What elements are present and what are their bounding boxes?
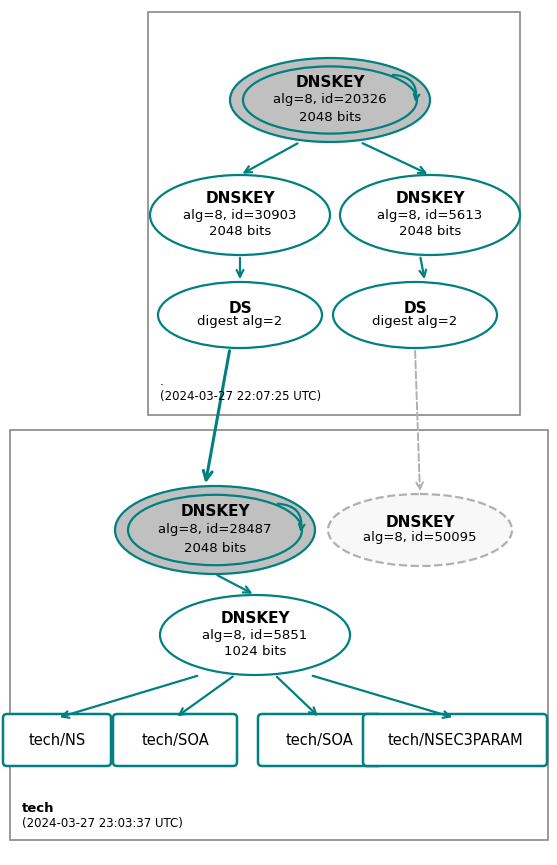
Text: (2024-03-27 23:03:37 UTC): (2024-03-27 23:03:37 UTC)	[22, 817, 183, 830]
FancyBboxPatch shape	[258, 714, 382, 766]
Text: tech/SOA: tech/SOA	[286, 733, 354, 747]
Text: digest alg=2: digest alg=2	[197, 316, 282, 329]
Ellipse shape	[115, 486, 315, 574]
Ellipse shape	[160, 595, 350, 675]
Ellipse shape	[333, 282, 497, 348]
Text: DNSKEY: DNSKEY	[395, 190, 465, 206]
Text: alg=8, id=20326: alg=8, id=20326	[273, 93, 387, 106]
Ellipse shape	[150, 175, 330, 255]
Text: tech: tech	[22, 802, 55, 815]
Text: alg=8, id=5613: alg=8, id=5613	[378, 208, 482, 221]
Text: .: .	[160, 375, 164, 388]
Ellipse shape	[328, 494, 512, 566]
Text: DNSKEY: DNSKEY	[205, 190, 275, 206]
Text: DS: DS	[228, 300, 252, 316]
Text: tech/NSEC3PARAM: tech/NSEC3PARAM	[387, 733, 523, 747]
FancyBboxPatch shape	[10, 430, 548, 840]
FancyBboxPatch shape	[148, 12, 520, 415]
Text: DNSKEY: DNSKEY	[295, 75, 365, 90]
Text: 2048 bits: 2048 bits	[184, 542, 246, 555]
Ellipse shape	[230, 58, 430, 142]
Text: alg=8, id=30903: alg=8, id=30903	[183, 208, 297, 221]
Text: 1024 bits: 1024 bits	[224, 645, 286, 658]
Text: digest alg=2: digest alg=2	[373, 316, 458, 329]
Text: DS: DS	[403, 300, 427, 316]
Text: 2048 bits: 2048 bits	[209, 225, 271, 238]
Text: DNSKEY: DNSKEY	[385, 515, 455, 530]
Text: alg=8, id=50095: alg=8, id=50095	[363, 531, 477, 544]
Text: 2048 bits: 2048 bits	[399, 225, 461, 238]
Text: tech/NS: tech/NS	[28, 733, 86, 747]
Ellipse shape	[340, 175, 520, 255]
Text: (2024-03-27 22:07:25 UTC): (2024-03-27 22:07:25 UTC)	[160, 390, 321, 403]
Text: 2048 bits: 2048 bits	[299, 111, 361, 125]
FancyBboxPatch shape	[3, 714, 111, 766]
Text: alg=8, id=28487: alg=8, id=28487	[158, 523, 272, 536]
Text: DNSKEY: DNSKEY	[220, 611, 290, 625]
Text: tech/SOA: tech/SOA	[141, 733, 209, 747]
FancyBboxPatch shape	[113, 714, 237, 766]
Ellipse shape	[158, 282, 322, 348]
FancyBboxPatch shape	[363, 714, 547, 766]
Text: DNSKEY: DNSKEY	[180, 504, 250, 519]
Text: alg=8, id=5851: alg=8, id=5851	[202, 629, 307, 642]
